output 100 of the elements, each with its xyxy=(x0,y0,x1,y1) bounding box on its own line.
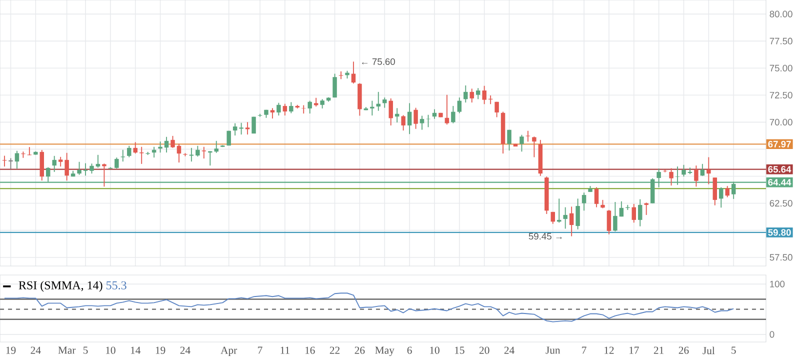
candlestick xyxy=(282,103,288,116)
candlestick xyxy=(582,192,586,212)
candlestick xyxy=(712,177,718,206)
candlestick xyxy=(14,150,20,170)
candlestick xyxy=(444,94,450,126)
candlestick xyxy=(351,61,356,84)
y-tick-label: 62.50 xyxy=(770,200,792,207)
candlestick xyxy=(420,115,424,130)
candlestick xyxy=(476,88,480,100)
candlestick xyxy=(682,164,686,178)
candlestick xyxy=(594,186,599,208)
candlestick xyxy=(176,143,182,163)
candlestick xyxy=(77,161,82,176)
x-tick-label: Apr xyxy=(220,346,238,356)
x-tick-label: 16 xyxy=(305,346,315,354)
x-tick-label: May xyxy=(375,346,394,356)
x-tick-label: 6 xyxy=(407,346,412,354)
x-tick-label: 15 xyxy=(455,346,464,354)
x-tick-label: 12 xyxy=(604,346,614,354)
candlestick xyxy=(114,157,119,170)
candlestick xyxy=(632,203,636,224)
x-tick-label: 20 xyxy=(479,346,490,354)
candlestick xyxy=(482,85,486,105)
candlestick xyxy=(520,134,524,152)
candlestick xyxy=(332,73,337,98)
x-tick-label: 19 xyxy=(6,346,16,354)
candlestick xyxy=(276,102,281,116)
x-tick-label: 26 xyxy=(354,346,365,354)
x-tick-label: 11 xyxy=(280,346,290,354)
ref-line-label: 67.97 xyxy=(768,140,791,148)
y-tick-label: 75.00 xyxy=(770,64,792,72)
candlestick xyxy=(457,97,462,114)
candlestick xyxy=(382,97,387,108)
candlestick xyxy=(301,104,306,114)
y-tick-label: 80.00 xyxy=(770,10,792,18)
candlestick xyxy=(232,122,238,136)
x-tick-label: 7 xyxy=(582,346,586,354)
candlestick xyxy=(569,206,574,237)
candlestick xyxy=(464,84,468,103)
candlestick xyxy=(64,152,69,182)
y-tick-label: 100 xyxy=(770,280,785,288)
candlestick xyxy=(127,145,132,158)
candlestick xyxy=(414,107,418,130)
x-tick-label: 14 xyxy=(130,346,141,354)
candlestick xyxy=(289,102,294,114)
annotation: 55.3 xyxy=(106,281,126,290)
candlestick xyxy=(407,102,412,135)
candlestick xyxy=(401,114,406,131)
candlestick xyxy=(606,210,612,235)
x-tick-label: 5 xyxy=(732,346,736,354)
y-tick-label: 0 xyxy=(770,331,774,338)
candlestick xyxy=(563,206,568,230)
candlestick xyxy=(507,129,512,151)
x-tick-label: 7 xyxy=(258,346,262,354)
candlestick xyxy=(638,198,642,227)
candlestick xyxy=(308,100,312,114)
candlestick xyxy=(96,154,100,168)
candlestick xyxy=(470,88,474,103)
candlestick xyxy=(619,200,624,218)
candlestick xyxy=(706,156,711,185)
annotation: ← 75.60 xyxy=(362,58,395,65)
x-tick-label: 24 xyxy=(504,346,514,354)
candlestick xyxy=(170,135,175,148)
ref-line-label: 65.64 xyxy=(768,166,792,173)
candlestick xyxy=(700,163,705,176)
candlestick xyxy=(719,186,724,208)
x-tick-label: 21 xyxy=(654,346,664,354)
candlestick xyxy=(83,162,88,176)
candlestick xyxy=(164,136,169,154)
y-tick-label: 72.50 xyxy=(770,92,792,98)
candlestick xyxy=(725,186,730,198)
x-tick-label: 5 xyxy=(83,346,88,354)
x-tick-label: 26 xyxy=(678,346,689,354)
candlestick xyxy=(669,168,674,186)
candlestick xyxy=(370,100,374,116)
candlestick xyxy=(189,147,194,162)
candlestick xyxy=(239,122,244,135)
candlestick xyxy=(432,108,437,120)
candlestick xyxy=(90,163,94,174)
y-tick-label: 57.50 xyxy=(770,254,792,261)
candlestick xyxy=(320,98,324,109)
annotation: 59.45 → xyxy=(528,232,562,240)
candlestick xyxy=(576,198,580,230)
candlestick xyxy=(270,108,275,119)
x-tick-label: 10 xyxy=(106,346,116,354)
candlestick xyxy=(196,145,200,158)
candlestick xyxy=(102,163,106,188)
y-tick-label: 77.50 xyxy=(770,38,792,44)
candlestick xyxy=(202,146,206,159)
x-tick-label: 24 xyxy=(180,346,190,354)
candlestick xyxy=(451,105,456,124)
candlestick xyxy=(21,151,26,158)
x-tick-label: 24 xyxy=(30,346,41,354)
chart-title: RSI (SMMA, 14) xyxy=(18,280,102,292)
candlestick xyxy=(644,202,648,216)
candlestick xyxy=(8,158,14,170)
candlestick xyxy=(532,136,536,158)
x-tick-label: 19 xyxy=(156,346,166,354)
candlestick xyxy=(388,98,393,126)
candlestick xyxy=(613,202,618,232)
